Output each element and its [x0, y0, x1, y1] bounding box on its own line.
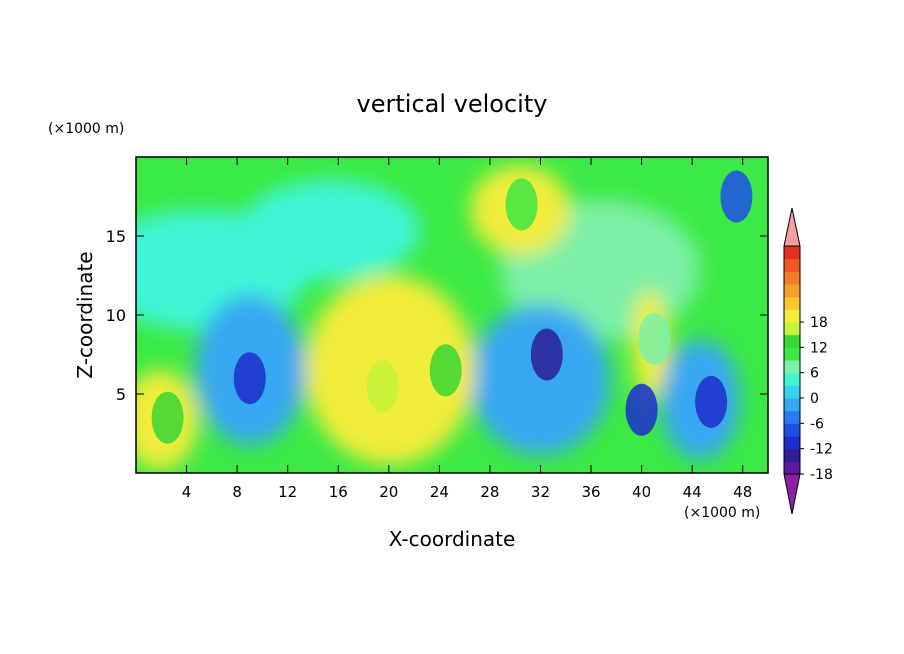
extrema-markers — [151, 170, 753, 444]
extremum-core — [429, 344, 462, 397]
colorbar-band — [784, 271, 800, 285]
x-axis-label: X-coordinate — [389, 527, 516, 551]
colorbar-band — [784, 246, 800, 260]
x-unit-label: (×1000 m) — [684, 505, 760, 521]
velocity-field — [136, 165, 740, 470]
extremum-core — [638, 312, 671, 365]
colorbar-band — [784, 385, 800, 399]
x-tick-label: 44 — [683, 483, 702, 501]
colorbar-tick-label: 12 — [810, 340, 828, 356]
extremum-core — [505, 178, 538, 231]
colorbar-band — [784, 410, 800, 424]
x-tick-label: 16 — [329, 483, 348, 501]
colorbar-tick-label: 0 — [810, 391, 819, 407]
colorbar-tick-label: -6 — [810, 416, 824, 432]
colorbar-band — [784, 372, 800, 386]
x-tick-label: 40 — [632, 483, 651, 501]
extremum-core — [625, 383, 658, 436]
x-tick-label: 36 — [581, 483, 600, 501]
colorbar-tick-label: -18 — [810, 467, 833, 483]
colorbar-top-arrow — [783, 207, 801, 247]
colorbar-band — [784, 436, 800, 450]
y-tick-label: 5 — [116, 385, 126, 404]
colorbar-band — [784, 398, 800, 412]
y-tick-label: 10 — [106, 306, 126, 325]
colorbar-bottom-arrow — [783, 473, 801, 515]
x-tick-label: 24 — [430, 483, 449, 501]
x-axis-ticks: 4 8 12 16 20 24 28 32 36 40 44 48 — [182, 157, 752, 501]
colorbar-band — [784, 423, 800, 437]
extremum-core — [233, 352, 266, 405]
y-axis-ticks: 5 10 15 — [106, 227, 768, 404]
colorbar-band — [784, 296, 800, 310]
extremum-core — [695, 375, 728, 428]
x-tick-label: 48 — [733, 483, 752, 501]
colorbar: 18 12 6 0 -6 -12 -18 — [783, 207, 833, 515]
contour-plot-area — [136, 157, 768, 473]
colorbar-frame — [783, 245, 801, 475]
colorbar-band — [784, 347, 800, 361]
colorbar-band — [784, 322, 800, 336]
y-unit-label: (×1000 m) — [48, 121, 124, 137]
cyan-region — [240, 180, 420, 280]
x-tick-label: 28 — [480, 483, 499, 501]
x-tick-label: 12 — [278, 483, 297, 501]
x-tick-label: 20 — [379, 483, 398, 501]
colorbar-band — [784, 360, 800, 374]
y-axis-label: Z-coordinate — [73, 251, 97, 378]
negative-region — [470, 305, 610, 455]
y-tick-label: 15 — [106, 227, 126, 246]
extremum-core — [720, 170, 753, 223]
x-tick-label: 4 — [182, 483, 192, 501]
colorbar-band — [784, 448, 800, 462]
extremum-core — [530, 328, 563, 381]
colorbar-band — [784, 309, 800, 323]
colorbar-tick-label: 18 — [810, 315, 828, 331]
x-tick-label: 32 — [531, 483, 550, 501]
colorbar-tick-label: 6 — [810, 366, 819, 382]
extremum-core — [366, 360, 399, 413]
colorbar-band — [784, 334, 800, 348]
extremum-core — [151, 391, 184, 444]
chart-title: vertical velocity — [357, 90, 548, 118]
colorbar-band — [784, 461, 800, 475]
colorbar-tick-label: -12 — [810, 442, 833, 458]
x-tick-label: 8 — [232, 483, 242, 501]
colorbar-band — [784, 258, 800, 272]
colorbar-band — [784, 284, 800, 298]
